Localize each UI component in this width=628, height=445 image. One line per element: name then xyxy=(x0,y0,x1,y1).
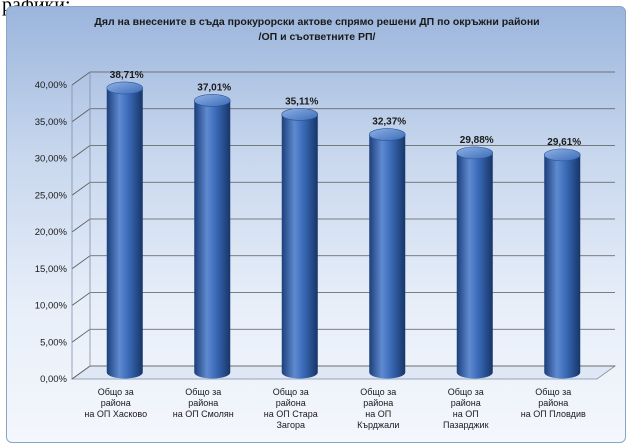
bar-top xyxy=(368,128,406,141)
gridline xyxy=(71,218,615,233)
data-label: 32,37% xyxy=(372,117,406,128)
y-tick-label: 5,00% xyxy=(40,337,67,348)
bar-top xyxy=(456,146,494,160)
data-label: 29,88% xyxy=(460,135,494,146)
chart-floor xyxy=(70,365,617,380)
gridline xyxy=(71,108,615,123)
bar-body xyxy=(544,154,581,379)
y-tick-label: 25,00% xyxy=(35,190,68,201)
bar xyxy=(456,146,494,379)
bars xyxy=(106,81,581,379)
bar-top xyxy=(106,81,144,95)
bar xyxy=(106,81,144,379)
category-label: Общо за района на ОП Пазарджик xyxy=(443,387,489,430)
chart-subtitle: /ОП и съответните РП/ xyxy=(259,31,376,43)
y-tick-label: 30,00% xyxy=(35,154,68,165)
y-tick-label: 40,00% xyxy=(35,80,68,91)
bar-body xyxy=(281,114,318,379)
gridline xyxy=(71,328,615,343)
bar-body xyxy=(456,152,493,379)
category-label: Общо за района на ОП Кърджали xyxy=(357,387,399,430)
bar-top xyxy=(281,108,319,121)
bar-chart: Дял на внесените в съда прокурорски акто… xyxy=(35,16,617,430)
bar-top xyxy=(543,148,581,162)
category-label: Общо за района на ОП Стара Загора xyxy=(264,387,318,430)
bar xyxy=(193,94,231,379)
gridline xyxy=(71,255,615,270)
bar xyxy=(281,108,319,379)
gridline xyxy=(71,145,615,159)
y-tick-label: 35,00% xyxy=(35,117,68,128)
data-label: 35,11% xyxy=(285,96,318,107)
bar-top xyxy=(193,94,231,107)
category-label: Общо за района на ОП Хасково xyxy=(84,387,147,419)
bar xyxy=(543,148,581,379)
chart-frame: Дял на внесените в съда прокурорски акто… xyxy=(6,6,626,443)
category-label: Общо за района на ОП Смолян xyxy=(173,387,234,419)
bar-body xyxy=(369,134,406,379)
gridline xyxy=(71,71,615,86)
x-axis-labels: Общо за района на ОП Хасково Общо за района н… xyxy=(84,387,586,430)
y-axis: 0,00% 5,00% 10,00% 15,00% 20,00% 25,00% 30,00%… xyxy=(35,72,91,385)
category-label: Общо за района на ОП Пловдив xyxy=(521,387,586,419)
grid-lines xyxy=(70,71,617,380)
data-labels: 38,71% 37,01% 35,11% 32,37% 29,88% 29,61% xyxy=(110,70,582,148)
gridline xyxy=(71,181,615,196)
data-label: 29,61% xyxy=(547,137,581,148)
bar xyxy=(368,128,406,379)
data-label: 38,71% xyxy=(110,70,144,81)
chart-title: Дял на внесените в съда прокурорски акто… xyxy=(94,16,539,28)
y-tick-label: 10,00% xyxy=(35,301,68,312)
bar-body xyxy=(106,87,143,379)
y-tick-label: 15,00% xyxy=(35,264,68,275)
y-tick-label: 20,00% xyxy=(35,227,68,238)
bar-body xyxy=(194,100,231,379)
data-label: 37,01% xyxy=(197,82,231,93)
gridline xyxy=(71,292,615,306)
y-tick-label: 0,00% xyxy=(40,374,67,385)
